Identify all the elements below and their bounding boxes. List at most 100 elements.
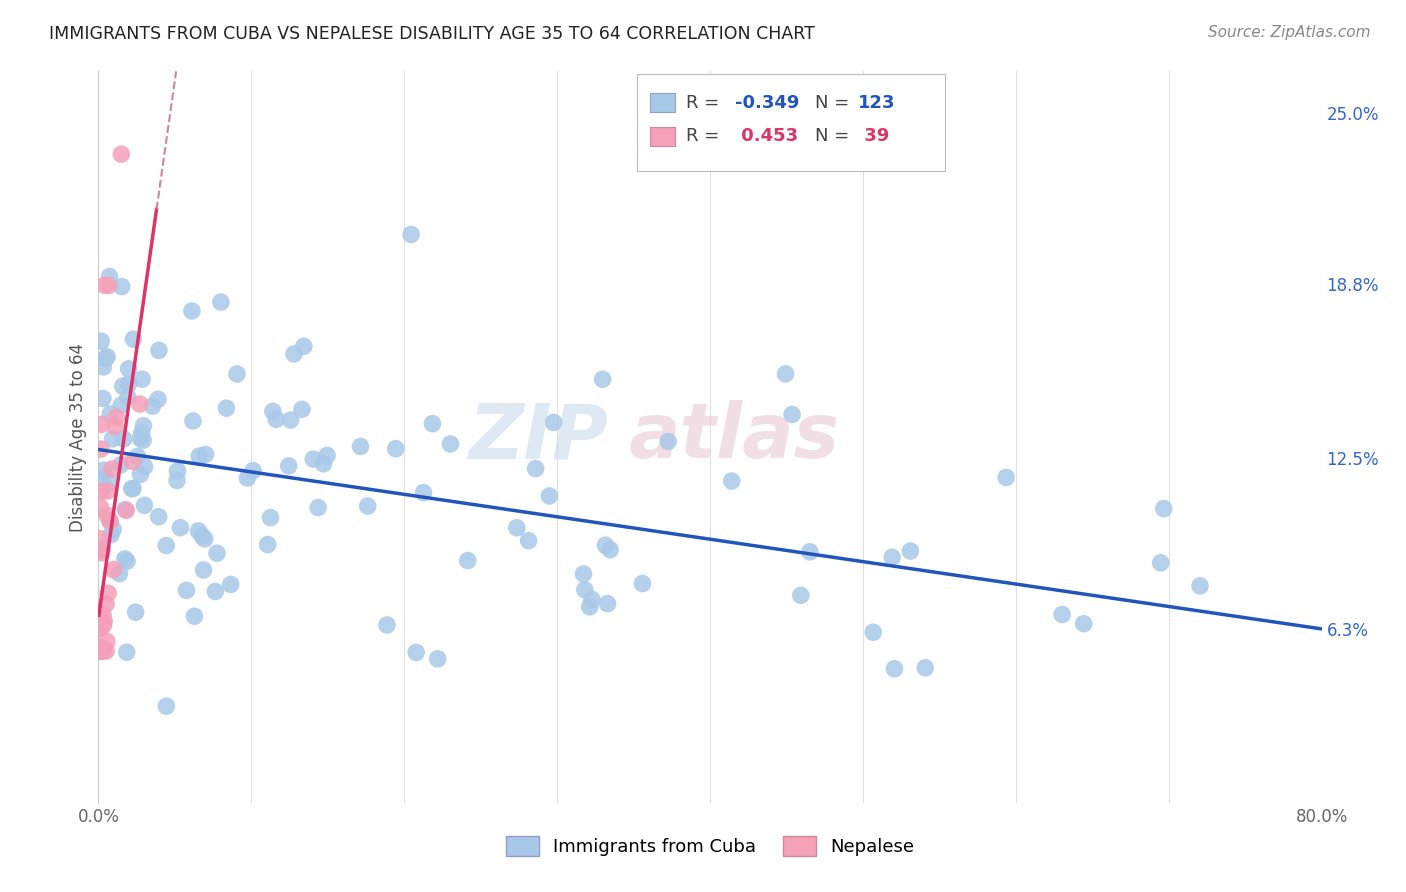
Point [188, 449, 211, 463]
Point [101, 432, 124, 446]
Point [89, 544, 111, 558]
Point [115, 645, 138, 659]
Point [121, 454, 143, 468]
Point [596, 597, 619, 611]
Point [91, 392, 114, 406]
Point [91, 608, 114, 623]
Point [87, 644, 110, 658]
Point [307, 500, 329, 515]
Point [114, 502, 136, 516]
Text: ZIP: ZIP [470, 401, 609, 474]
Point [242, 464, 264, 478]
Point [122, 332, 145, 346]
Point [302, 452, 325, 467]
Point [87, 617, 110, 632]
Point [1189, 579, 1212, 593]
Point [155, 699, 177, 714]
Point [790, 588, 813, 602]
Point [775, 367, 797, 381]
Point [110, 458, 132, 472]
Point [134, 499, 156, 513]
Point [524, 461, 547, 475]
Point [93, 618, 115, 632]
Point [799, 545, 821, 559]
Text: N =: N = [815, 94, 855, 112]
Point [148, 509, 170, 524]
Point [94, 597, 117, 611]
Point [110, 398, 132, 412]
Point [90, 644, 112, 658]
Point [914, 661, 936, 675]
Point [194, 532, 217, 546]
Point [316, 449, 339, 463]
Text: N =: N = [815, 128, 855, 145]
Point [349, 439, 371, 453]
Point [90, 546, 112, 560]
Text: atlas: atlas [628, 401, 839, 474]
Point [94, 644, 117, 658]
Point [101, 462, 124, 476]
Point [122, 482, 145, 496]
Point [426, 652, 449, 666]
Point [543, 416, 565, 430]
Point [277, 458, 299, 473]
Point [115, 503, 138, 517]
Point [283, 347, 305, 361]
Point [264, 412, 287, 426]
Point [91, 616, 114, 631]
Point [124, 605, 146, 619]
Point [111, 279, 134, 293]
Text: IMMIGRANTS FROM CUBA VS NEPALESE DISABILITY AGE 35 TO 64 CORRELATION CHART: IMMIGRANTS FROM CUBA VS NEPALESE DISABIL… [49, 25, 815, 43]
Point [181, 414, 204, 428]
Point [883, 662, 905, 676]
Point [599, 542, 621, 557]
Point [89, 622, 111, 636]
Point [132, 433, 155, 447]
Point [194, 447, 217, 461]
Point [720, 474, 742, 488]
Point [91, 541, 114, 556]
Point [97, 278, 120, 293]
Point [215, 401, 238, 416]
Point [209, 295, 232, 310]
Point [97, 586, 120, 600]
Point [292, 339, 315, 353]
Point [96, 483, 118, 498]
Y-axis label: Disability Age 35 to 64: Disability Age 35 to 64 [69, 343, 87, 532]
Point [90, 640, 112, 655]
Point [176, 583, 198, 598]
Text: -0.349: -0.349 [735, 94, 800, 112]
Text: R =: R = [686, 94, 725, 112]
Point [204, 584, 226, 599]
Point [592, 372, 614, 386]
Point [117, 361, 139, 376]
Point [578, 599, 600, 614]
Point [146, 392, 169, 407]
Point [457, 553, 479, 567]
Legend: Immigrants from Cuba, Nepalese: Immigrants from Cuba, Nepalese [499, 829, 921, 863]
Point [1050, 607, 1073, 622]
Point [169, 521, 191, 535]
Point [127, 450, 149, 464]
Point [439, 437, 461, 451]
Point [100, 407, 122, 421]
Text: 0.453: 0.453 [735, 128, 799, 145]
Point [91, 644, 114, 658]
Point [205, 546, 228, 560]
Point [91, 472, 114, 486]
Point [112, 432, 135, 446]
Point [312, 457, 335, 471]
Point [100, 527, 122, 541]
Point [110, 147, 132, 161]
Point [574, 582, 596, 597]
Point [128, 397, 150, 411]
Point [581, 592, 603, 607]
Point [93, 359, 115, 374]
Point [780, 408, 803, 422]
Point [517, 533, 540, 548]
Point [93, 463, 115, 477]
Point [96, 508, 118, 523]
Point [1153, 501, 1175, 516]
Point [134, 459, 156, 474]
Point [111, 379, 134, 393]
